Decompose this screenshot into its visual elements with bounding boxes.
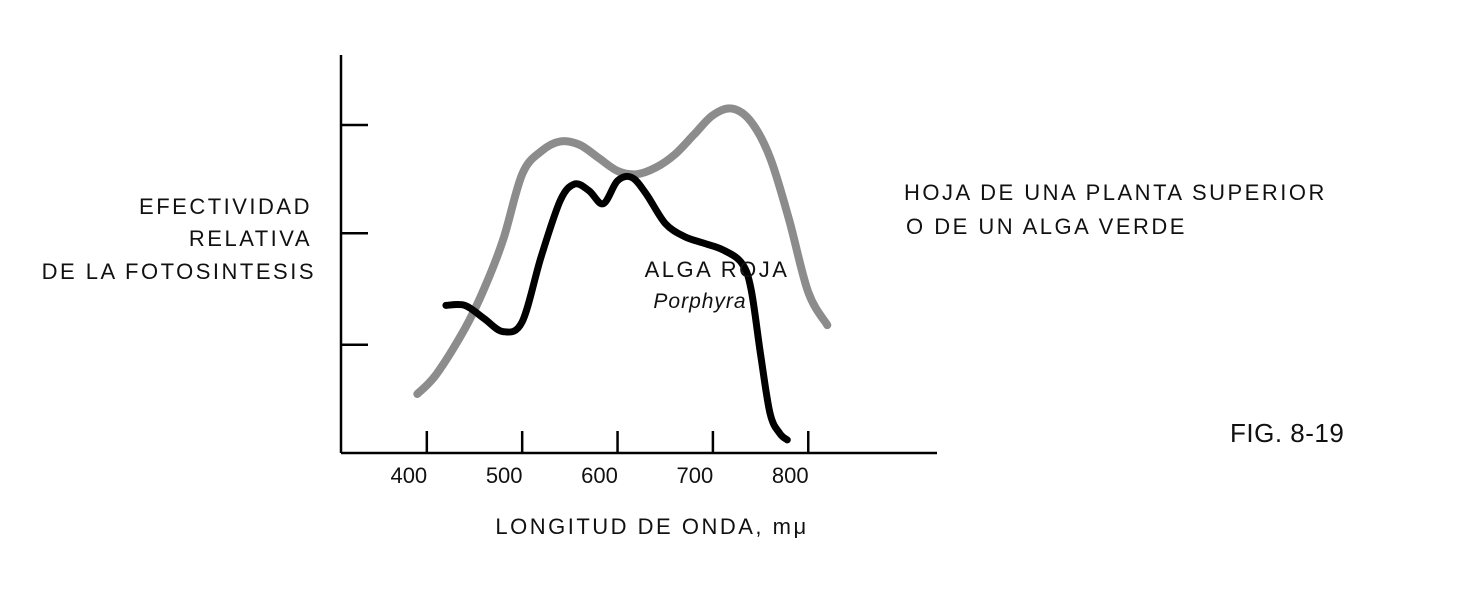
x-tick-label-400: 400: [390, 463, 427, 488]
y-axis-title-line-3: DE LA FOTOSINTESIS: [42, 259, 316, 284]
x-tick-label-800: 800: [772, 463, 809, 488]
green-alga-curve: [413, 104, 832, 398]
x-tick-label-500: 500: [486, 463, 523, 488]
x-axis-title: LONGITUD DE ONDA, mμ: [495, 514, 808, 539]
series-layer: [413, 104, 832, 444]
red-series-label: ALGA ROJA: [645, 257, 790, 282]
x-tick-label-700: 700: [677, 463, 714, 488]
figure-number: FIG. 8-19: [1230, 418, 1344, 448]
green-series-label-line-2: O DE UN ALGA VERDE: [906, 214, 1187, 239]
x-tick-label-600: 600: [581, 463, 618, 488]
red-alga-curve: [442, 172, 791, 444]
axis-ticks: 400 500 600 700 800: [341, 123, 810, 488]
y-axis-title-line-2: RELATIVA: [189, 226, 312, 251]
green-series-label-line-1: HOJA DE UNA PLANTA SUPERIOR: [904, 180, 1327, 205]
y-axis-title-line-1: EFECTIVIDAD: [139, 194, 312, 219]
axes: [339, 55, 937, 455]
red-series-sublabel: Porphyra: [653, 290, 746, 313]
